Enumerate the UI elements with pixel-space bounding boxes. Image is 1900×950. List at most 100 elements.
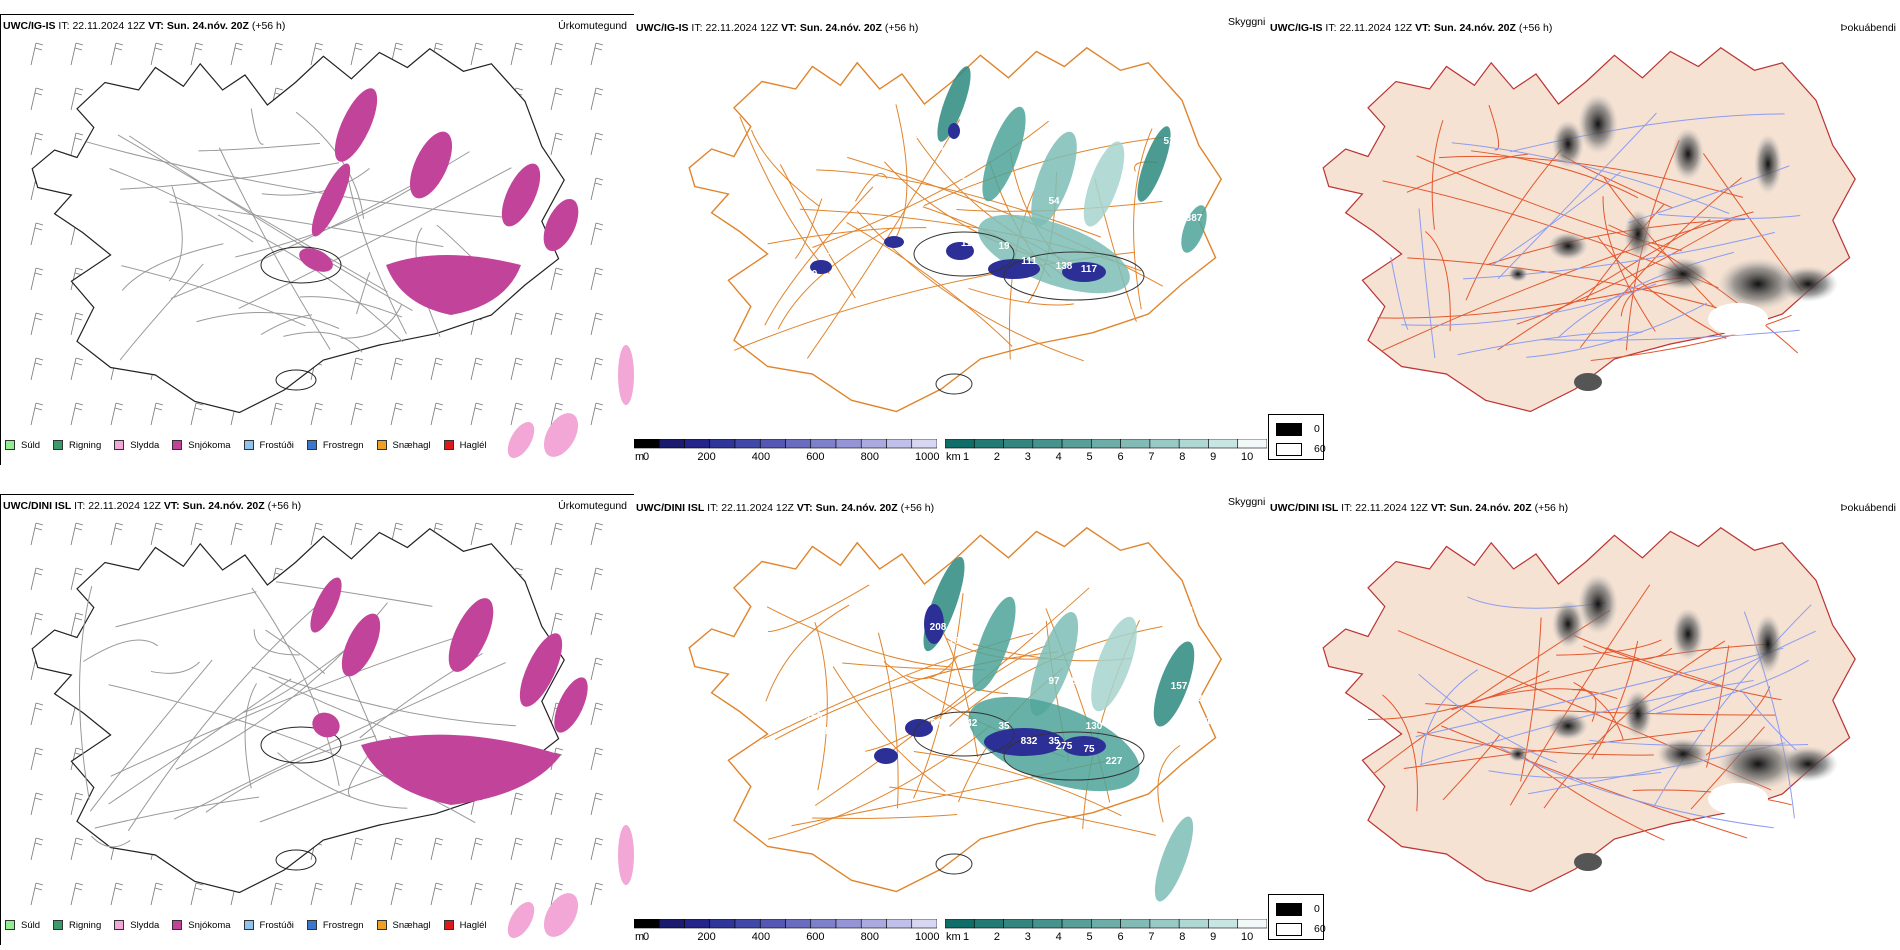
colorbar-tick-label: 10 bbox=[1241, 931, 1254, 943]
colorbar-band bbox=[1091, 919, 1121, 929]
snow-depth-label: 54 bbox=[1048, 196, 1060, 207]
panel-header: UWC/DINI ISL IT: 22.11.2024 12Z VT: Sun.… bbox=[1270, 502, 1569, 514]
legend-item-precip: Súld bbox=[5, 440, 40, 451]
snow-depth-label: 72 bbox=[963, 656, 975, 667]
legend-label: Snæhagl bbox=[392, 439, 431, 451]
visibility-colorbar: km 1 2 3 4 5 6 7 8 9 10 bbox=[945, 438, 1267, 464]
snow-depth-label: 100 bbox=[1161, 616, 1178, 627]
colorbar-band bbox=[886, 439, 913, 449]
colorbar-band bbox=[810, 919, 837, 929]
colorbar-band bbox=[1003, 439, 1034, 449]
snow-depth-label: 142 bbox=[961, 718, 978, 729]
colorbar-tick-label: 1000 bbox=[915, 451, 940, 463]
legend-swatch bbox=[306, 920, 317, 930]
snow-depth-label: 169 bbox=[806, 711, 823, 722]
panel-title-precip: Úrkomutegund bbox=[558, 20, 627, 32]
colorbar-band bbox=[785, 919, 812, 929]
legend-swatch bbox=[243, 440, 254, 450]
colorbar-tick-label: 8 bbox=[1179, 451, 1186, 463]
snow-depth-label: 503 bbox=[1141, 249, 1158, 260]
colorbar-band bbox=[1061, 439, 1092, 449]
panel-title-sky: Skyggni bbox=[1228, 16, 1266, 28]
legend-label: Snæhagl bbox=[392, 919, 431, 931]
colorbar-band bbox=[1178, 919, 1209, 929]
sky-panel-dini: 135 208 16 72 97 8 104 466 645 142 35 832 275 75 170 15… bbox=[634, 494, 1268, 945]
snow-depth-label: 832 bbox=[1021, 736, 1038, 747]
colorbar-band bbox=[734, 919, 761, 929]
legend-label: Frostúði bbox=[259, 439, 294, 451]
snow-depth-label: 117 bbox=[1081, 264, 1098, 275]
snow-depth-label: 387 bbox=[1186, 213, 1203, 224]
legend-item-precip: Snjókoma bbox=[172, 440, 231, 451]
snow-depth-label: 12 bbox=[826, 246, 838, 257]
legend-item-precip: Súld bbox=[5, 920, 40, 931]
legend-label: Haglél bbox=[459, 919, 487, 931]
snow-depth-label: 8 bbox=[1071, 676, 1077, 687]
snow-depth-label: 97 bbox=[1048, 676, 1060, 687]
snow-depth-label: 31 bbox=[1128, 726, 1140, 737]
colorbar-unit: km bbox=[946, 931, 961, 943]
colorbar-tick-label: 400 bbox=[751, 931, 771, 943]
colorbar-tick-label: 0 bbox=[643, 451, 650, 463]
fog-legend-swatch bbox=[1276, 923, 1302, 936]
legend-item-precip: Haglél bbox=[443, 919, 487, 931]
colorbar-band bbox=[1149, 919, 1180, 929]
snow-depth-label: 100 bbox=[801, 269, 818, 280]
legend-item-precip: Haglél bbox=[443, 440, 487, 451]
snow-depth-label: 22 bbox=[898, 906, 910, 917]
snow-depth-label: 138 bbox=[1056, 261, 1073, 272]
fog-legend-swatch bbox=[1276, 423, 1302, 436]
colorbar-bands bbox=[634, 439, 937, 449]
colorbar-band bbox=[734, 439, 761, 449]
legend-label: Súld bbox=[21, 439, 41, 451]
colorbar-band bbox=[860, 439, 887, 449]
legend-item-precip: Snæhagl bbox=[376, 919, 431, 931]
colorbar-band bbox=[973, 919, 1004, 929]
precip-type-map-igis bbox=[1, 15, 635, 466]
colorbar-band bbox=[1032, 439, 1063, 449]
snow-depth-label: 208 bbox=[930, 622, 947, 633]
legend-label: Rigning bbox=[69, 919, 102, 931]
legend-swatch bbox=[172, 440, 183, 450]
colorbar-band bbox=[911, 919, 937, 929]
legend-swatch bbox=[376, 440, 387, 450]
fog-panel-dini: UWC/DINI ISL IT: 22.11.2024 12Z VT: Sun.… bbox=[1268, 494, 1900, 945]
colorbar-unit: km bbox=[946, 451, 961, 463]
colorbar-band bbox=[709, 919, 736, 929]
snow-depth-label: 117 bbox=[961, 238, 978, 249]
precip-type-legend: Súld Rigning Slydda Snjókoma Frostúði Frostre… bbox=[5, 437, 500, 453]
fog-legend-label: 0 bbox=[1314, 423, 1320, 435]
colorbar-band bbox=[759, 439, 786, 449]
legend-item-precip: Frostúði bbox=[243, 439, 294, 451]
colorbar-band bbox=[684, 439, 711, 449]
visibility-colorbar: km 1 2 3 4 5 6 7 8 9 10 bbox=[945, 918, 1267, 944]
colorbar-tick-label: 10 bbox=[1241, 451, 1254, 463]
colorbar-band bbox=[684, 919, 711, 929]
colorbar-band bbox=[1149, 439, 1180, 449]
colorbar-band bbox=[709, 439, 736, 449]
legend-swatch bbox=[114, 440, 125, 450]
snow-depth-colorbar: m 0 200 400 600 800 1000 bbox=[634, 438, 940, 464]
colorbar-tick-label: 1000 bbox=[915, 931, 940, 943]
colorbar-band bbox=[945, 919, 975, 929]
colorbar-tick-label: 800 bbox=[860, 451, 879, 463]
panel-title-fog: Þokuábendi bbox=[1840, 22, 1896, 34]
precip-type-panel-igis: UWC/IG-IS IT: 22.11.2024 12Z VT: Sun. 24… bbox=[0, 14, 635, 466]
legend-swatch bbox=[114, 920, 125, 930]
colorbar-band bbox=[835, 439, 862, 449]
colorbar-tick-label: 7 bbox=[1148, 451, 1155, 463]
legend-swatch bbox=[443, 440, 454, 450]
panel-header: UWC/IG-IS IT: 22.11.2024 12Z VT: Sun. 24… bbox=[636, 22, 919, 34]
colorbar-tick-label: 8 bbox=[1179, 931, 1186, 943]
sky-panel-igis: 86 24 15 190 54 165 12 100 110 117 19 111 138 117 503 1… bbox=[634, 14, 1268, 465]
legend-swatch bbox=[172, 920, 183, 930]
legend-label: Frostúði bbox=[259, 919, 294, 931]
colorbar-band bbox=[1237, 439, 1267, 449]
legend-swatch bbox=[306, 440, 317, 450]
fog-legend-label: 60 bbox=[1314, 443, 1326, 455]
snow-depth-label: 86 bbox=[908, 130, 920, 141]
